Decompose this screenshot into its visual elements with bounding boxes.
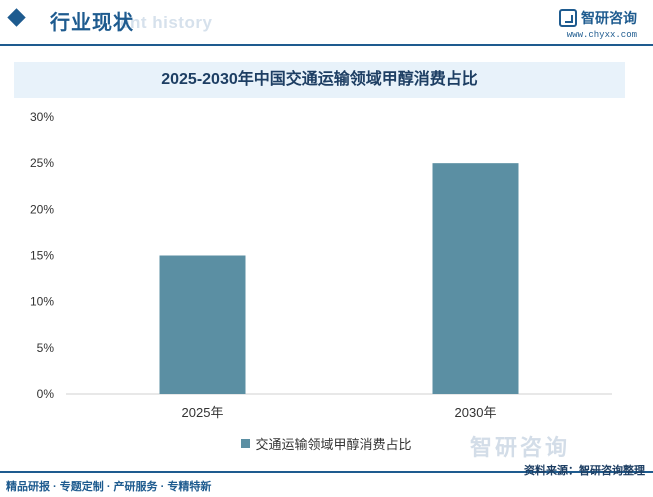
y-tick-label: 25%	[30, 156, 54, 170]
footer-divider	[0, 471, 653, 473]
brand-logo-icon	[559, 9, 577, 27]
header-ghost-text: ent history	[120, 13, 213, 32]
brand-block: 智研咨询 www.chyxx.com	[559, 8, 637, 40]
footer-tagline: 精品研报 · 专题定制 · 产研服务 · 专精特新	[6, 481, 212, 493]
section-title: 行业现状	[50, 12, 134, 34]
y-tick-label: 20%	[30, 202, 54, 216]
chart-legend: 交通运输领域甲醇消费占比	[0, 434, 653, 453]
source-note: 资料来源：智研咨询整理	[524, 465, 645, 477]
y-tick-label: 30%	[30, 110, 54, 124]
watermark-brand-text: 智研咨询	[470, 435, 571, 460]
legend-swatch	[241, 439, 251, 448]
y-tick-label: 10%	[30, 295, 54, 309]
y-tick-label: 5%	[37, 341, 55, 355]
y-tick-label: 0%	[37, 387, 55, 401]
bar	[432, 163, 519, 394]
bar-chart: 0% 5% 10% 15% 20% 25% 30% 2025年 2030年	[30, 110, 612, 420]
brand-url: www.chyxx.com	[566, 30, 637, 40]
y-tick-label: 15%	[30, 249, 54, 263]
brand-name: 智研咨询	[581, 10, 637, 26]
header-divider	[0, 44, 653, 46]
bar	[159, 255, 246, 394]
x-category-label: 2025年	[182, 405, 224, 420]
chart-title: 2025-2030年中国交通运输领域甲醇消费占比	[161, 71, 478, 88]
chart-title-bar: 2025-2030年中国交通运输领域甲醇消费占比	[14, 62, 625, 98]
header-bar: ent history 行业现状	[0, 0, 653, 46]
x-category-label: 2030年	[455, 405, 497, 420]
diamond-icon	[7, 8, 26, 27]
legend-label: 交通运输领域甲醇消费占比	[255, 437, 412, 452]
